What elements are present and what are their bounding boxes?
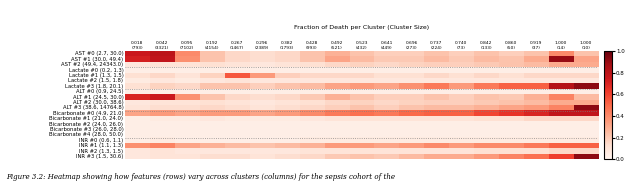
Title: Fraction of Death per Cluster (Cluster Size): Fraction of Death per Cluster (Cluster S… (294, 25, 429, 30)
Text: Figure 3.2: Heatmap showing how features (rows) vary across clusters (columns) f: Figure 3.2: Heatmap showing how features… (6, 173, 396, 181)
